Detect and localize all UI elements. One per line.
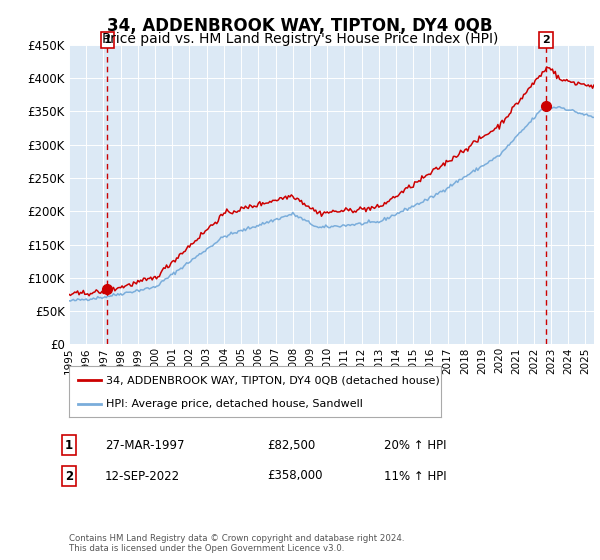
Text: Contains HM Land Registry data © Crown copyright and database right 2024.
This d: Contains HM Land Registry data © Crown c… <box>69 534 404 553</box>
Text: 1: 1 <box>65 438 73 452</box>
Text: £358,000: £358,000 <box>267 469 323 483</box>
Text: 12-SEP-2022: 12-SEP-2022 <box>105 469 180 483</box>
Text: 34, ADDENBROOK WAY, TIPTON, DY4 0QB (detached house): 34, ADDENBROOK WAY, TIPTON, DY4 0QB (det… <box>106 375 440 385</box>
Text: Price paid vs. HM Land Registry's House Price Index (HPI): Price paid vs. HM Land Registry's House … <box>102 32 498 46</box>
Text: 27-MAR-1997: 27-MAR-1997 <box>105 438 185 452</box>
Text: 2: 2 <box>65 469 73 483</box>
Text: 2: 2 <box>542 35 550 45</box>
Text: 34, ADDENBROOK WAY, TIPTON, DY4 0QB: 34, ADDENBROOK WAY, TIPTON, DY4 0QB <box>107 17 493 35</box>
Text: £82,500: £82,500 <box>267 438 315 452</box>
Text: HPI: Average price, detached house, Sandwell: HPI: Average price, detached house, Sand… <box>106 399 363 409</box>
Text: 11% ↑ HPI: 11% ↑ HPI <box>384 469 446 483</box>
Text: 20% ↑ HPI: 20% ↑ HPI <box>384 438 446 452</box>
Text: 1: 1 <box>104 35 111 45</box>
